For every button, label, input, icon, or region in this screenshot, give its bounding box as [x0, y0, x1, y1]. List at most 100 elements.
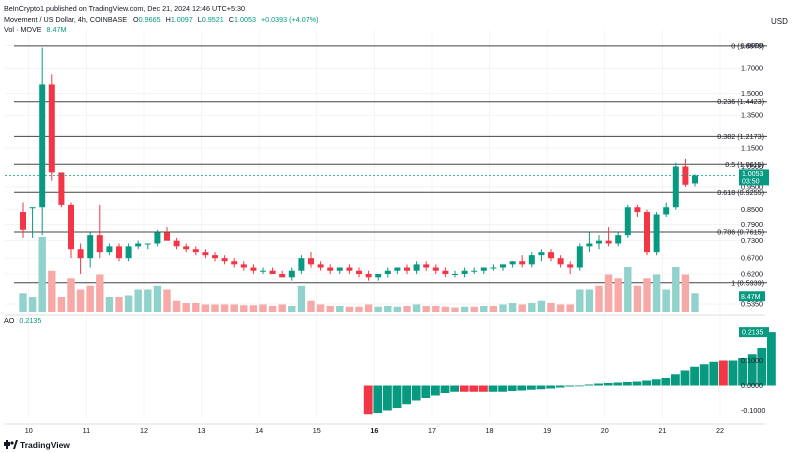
- price-tick-label: 0.5350: [741, 300, 763, 309]
- low-label: L: [198, 15, 202, 24]
- candle-body: [375, 273, 382, 278]
- time-tick-label: 11: [83, 426, 90, 435]
- candle-body: [154, 232, 161, 244]
- candle-body: [240, 264, 247, 268]
- volume-bar: [412, 304, 421, 312]
- volume-bar: [614, 278, 622, 312]
- volume-bar: [134, 289, 142, 312]
- volume-bar: [528, 303, 536, 312]
- volume-bar: [211, 304, 219, 312]
- volume-bar: [672, 267, 680, 312]
- time-tick-label: 21: [658, 426, 666, 435]
- fib-level-label: 0.236 (1.4423): [717, 97, 764, 106]
- ao-histogram: [363, 332, 776, 415]
- ao-bar: [661, 378, 671, 386]
- candle-body: [423, 264, 430, 268]
- volume-bar: [451, 307, 459, 312]
- ao-bar: [728, 360, 738, 386]
- candle-body: [135, 243, 142, 247]
- candle-body: [653, 214, 660, 253]
- volume-bar: [364, 304, 373, 312]
- time-tick-label: 19: [543, 426, 551, 435]
- time-tick-label: 18: [486, 426, 494, 435]
- price-tick-label: 1.5000: [741, 89, 763, 98]
- volume-bar: [268, 306, 277, 312]
- volume-bar: [326, 306, 334, 312]
- ao-bar: [757, 348, 767, 386]
- ao-bar: [719, 360, 728, 386]
- candle-body: [308, 258, 314, 265]
- ao-bar: [546, 385, 555, 389]
- volume-bar: [153, 285, 162, 312]
- volume-bar: [499, 304, 507, 312]
- candle-body: [96, 235, 103, 253]
- volume-bar: [172, 300, 181, 312]
- ao-bar: [459, 385, 469, 392]
- time-tick-label: 13: [198, 426, 206, 435]
- volume-bar: [48, 270, 56, 312]
- candle-body: [692, 175, 698, 184]
- close-value: 1.0053: [234, 15, 256, 24]
- ao-bar: [383, 385, 392, 411]
- candle-body: [538, 252, 545, 256]
- candle-body: [644, 212, 650, 253]
- volume-badge: [739, 291, 765, 302]
- price-tick-label: 0.6700: [741, 254, 763, 263]
- candle-body: [250, 267, 257, 271]
- candle-body: [317, 264, 324, 268]
- candle-body: [672, 166, 679, 208]
- ao-bar: [709, 361, 719, 386]
- volume-bar: [652, 274, 661, 312]
- volume-bar: [595, 285, 603, 312]
- candle-body: [442, 270, 449, 274]
- price-tick-label: 1.1500: [741, 143, 763, 152]
- candle-body: [48, 84, 55, 173]
- candle-body: [605, 240, 612, 244]
- volume-bar: [230, 304, 238, 312]
- open-value: 0.9665: [139, 15, 161, 24]
- time-tick-label: 14: [255, 426, 263, 435]
- ao-bar: [575, 385, 584, 387]
- volume-bars: [19, 237, 699, 312]
- volume-bar: [422, 306, 430, 312]
- candle-body: [212, 255, 218, 259]
- candle-body: [106, 246, 113, 253]
- open-label: O: [133, 15, 139, 24]
- candle-body: [586, 243, 593, 247]
- ao-indicator-label: AO: [4, 316, 15, 325]
- ao-bar: [651, 379, 661, 386]
- volume-bar: [585, 289, 594, 312]
- ao-bar: [421, 385, 431, 398]
- ao-bar: [642, 380, 651, 386]
- volume-bar: [240, 305, 248, 312]
- ao-bar: [671, 374, 680, 386]
- volume-bar: [76, 289, 85, 312]
- publisher-text: BeInCrypto1 published on TradingView.com…: [4, 4, 245, 13]
- ao-bar: [613, 382, 623, 386]
- svg-text:Vol · MOVE 8.47M: Vol · MOVE 8.47M: [4, 25, 67, 34]
- ao-value-badge: [739, 327, 769, 338]
- candle-body: [260, 270, 266, 272]
- ao-value-badge-label: 0.2135: [742, 330, 764, 337]
- candle-body: [39, 84, 46, 208]
- volume-bar: [201, 304, 210, 312]
- ao-bar: [440, 385, 450, 393]
- ao-bar: [450, 385, 459, 392]
- candle-body: [615, 235, 622, 244]
- candle-body: [548, 252, 554, 259]
- candle-body: [404, 267, 410, 271]
- volume-bar: [556, 304, 565, 312]
- volume-bar: [470, 306, 478, 312]
- ao-header: AO 0.2135: [4, 316, 41, 325]
- volume-bar: [67, 278, 75, 312]
- price-tick-label: 1.7000: [741, 64, 763, 73]
- volume-indicator-value: 8.47M: [47, 25, 67, 34]
- volume-bar: [220, 304, 229, 312]
- candle-body: [394, 267, 401, 271]
- ao-bar: [584, 384, 594, 386]
- volume-bar: [297, 285, 306, 312]
- volume-badge-label: 8.47M: [741, 294, 761, 301]
- volume-bar: [355, 306, 363, 312]
- price-tick-label: 1.0500: [741, 162, 763, 171]
